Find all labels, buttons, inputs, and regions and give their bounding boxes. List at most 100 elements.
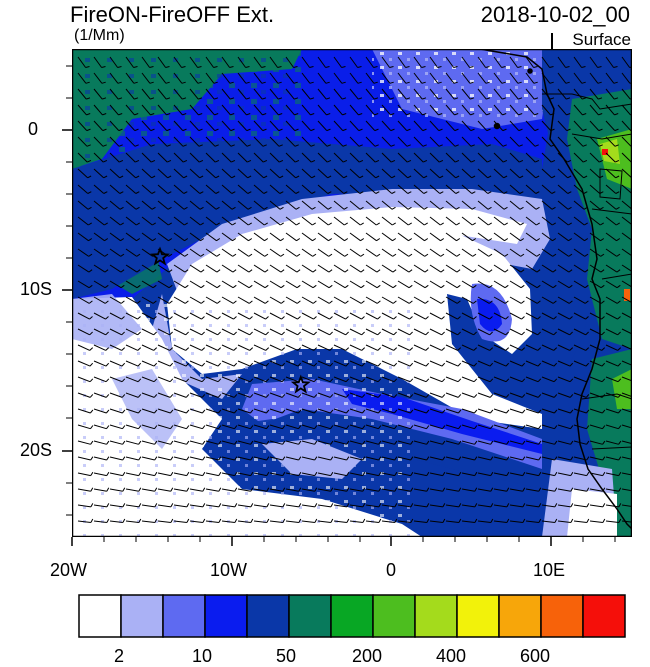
wind-barb-flag (441, 362, 446, 367)
wind-barb-flag (328, 238, 333, 242)
wind-barb (285, 408, 299, 414)
wind-barb (301, 296, 314, 304)
wind-barb (77, 200, 89, 210)
wind-barb (413, 72, 423, 84)
wind-barb (557, 56, 567, 68)
wind-barb-flag (394, 409, 398, 414)
wind-barb-flag (343, 206, 348, 210)
wind-barb (477, 104, 487, 116)
wind-barb (317, 216, 329, 226)
wind-barb-flag (183, 159, 188, 163)
wind-barb-flag (250, 440, 254, 445)
wind-barb (253, 168, 264, 179)
wind-barb (157, 280, 170, 289)
wind-barb-flag (362, 425, 366, 430)
wind-barb-flag (442, 518, 446, 523)
wind-barb (413, 280, 426, 289)
wind-barb-flag (501, 81, 506, 84)
wind-barb (445, 296, 458, 304)
wind-barb-flag (616, 284, 621, 289)
wind-barb (141, 152, 152, 163)
wind-barb-flag (521, 378, 526, 383)
wind-barb-flag (618, 518, 622, 523)
wind-barb-flag (536, 284, 541, 289)
wind-barb-flag (314, 503, 318, 508)
wind-barb-flag (344, 253, 349, 257)
wind-barb (285, 104, 295, 116)
wind-barb (413, 120, 424, 131)
wind-barb-flag (552, 300, 557, 304)
wind-barb-flag (442, 440, 446, 445)
lon-label-0: 0 (386, 560, 397, 580)
wind-barb-flag (277, 66, 282, 68)
wind-barb-flag (90, 503, 94, 508)
wind-barb (493, 72, 503, 84)
wind-barb (397, 344, 411, 351)
wind-barb (93, 264, 106, 273)
wind-barb (525, 88, 535, 100)
wind-barb (301, 168, 312, 179)
wind-barb (221, 264, 234, 273)
wind-barb-flag (104, 253, 109, 257)
wind-barb-flag (407, 191, 412, 194)
wind-barb (221, 488, 235, 492)
wind-barb (349, 408, 363, 414)
wind-barb-flag (442, 471, 446, 476)
wind-barb-flag (393, 331, 397, 336)
wind-barb (269, 408, 283, 414)
wind-barb (189, 200, 201, 210)
wind-barb-flag (199, 206, 204, 210)
wind-barb-flag (581, 81, 586, 84)
wind-barb (109, 264, 122, 273)
wind-barb-flag (138, 471, 142, 476)
wind-barb (221, 104, 231, 116)
wind-barb (509, 136, 520, 147)
wind-barb (397, 72, 407, 84)
wind-barb-flag (327, 159, 332, 163)
wind-barb-flag (406, 97, 411, 100)
wind-barb (301, 440, 315, 445)
wind-barb-flag (486, 128, 491, 132)
wind-barb-flag (134, 128, 139, 132)
wind-barb (173, 184, 185, 194)
wind-barb-flag (501, 66, 506, 68)
wind-barb-flag (376, 269, 381, 273)
wind-barb-flag (138, 518, 142, 523)
wind-barb (301, 120, 312, 131)
wind-barb (173, 136, 184, 147)
wind-barb (525, 360, 539, 367)
wind-barb-flag (535, 159, 540, 163)
wind-barb-flag (490, 456, 494, 461)
wind-barb-flag (601, 347, 606, 351)
wind-barb (573, 88, 583, 100)
wind-barb-flag (313, 331, 317, 336)
wind-barb-flag (277, 81, 282, 84)
wind-barb-flag (343, 175, 348, 179)
wind-barb (109, 280, 122, 289)
wind-barb (125, 200, 137, 210)
wind-barb (525, 328, 538, 336)
wind-barb (141, 296, 154, 304)
lat-label-20s: 20S (20, 440, 53, 460)
wind-barb-flag (424, 222, 428, 226)
wind-barb-flag (440, 269, 445, 273)
wind-barb-flag (423, 206, 428, 210)
wind-barb-flag (311, 175, 316, 179)
wind-barb (397, 312, 410, 320)
wind-barb (477, 472, 491, 477)
wind-barb (525, 216, 537, 226)
wind-barb-flag (249, 378, 254, 383)
wind-barb (477, 456, 491, 461)
map-panel (72, 49, 632, 537)
wind-barb (429, 488, 443, 492)
wind-barb-flag (346, 409, 350, 414)
colorbar-label-2: 2 (114, 646, 125, 666)
wind-barb-flag (217, 378, 222, 383)
wind-barb-flag (616, 238, 621, 242)
wind-barb (301, 408, 315, 414)
wind-barb-flag (201, 362, 206, 367)
wind-barb-flag (569, 347, 574, 351)
wind-barb (509, 312, 522, 320)
wind-barb (221, 216, 233, 226)
wind-barb-flag (406, 128, 411, 132)
